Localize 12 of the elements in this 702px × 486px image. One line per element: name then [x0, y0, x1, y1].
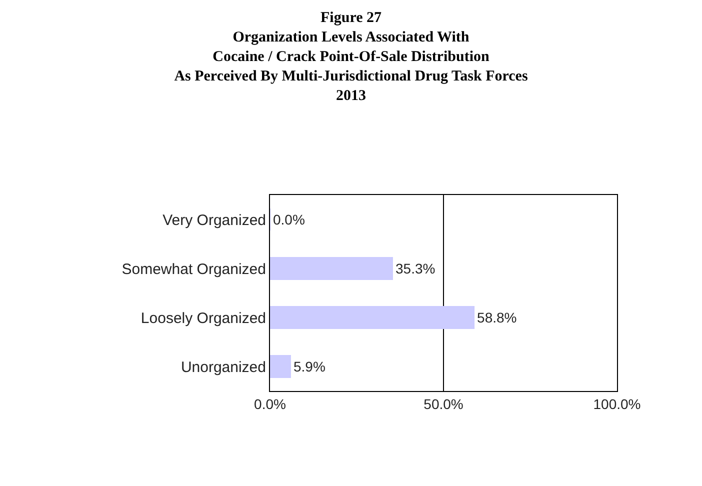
x-tick-label: 100.0%	[593, 396, 641, 412]
data-label: 5.9%	[293, 358, 326, 375]
data-label: 58.8%	[477, 310, 517, 326]
y-tick-label: Loosely Organized	[140, 310, 266, 327]
x-tick-label: 0.0%	[254, 396, 286, 412]
x-tick-label: 50.0%	[424, 396, 464, 412]
y-tick-label: Unorganized	[180, 358, 266, 376]
chart-title: Figure 27 Organization Levels Associated With Cocaine / Crack Point-Of-Sale Distribution As Perceived By Multi-Jurisdictional Drug Task Forces 2013	[174, 10, 528, 104]
data-label: 0.0%	[273, 212, 305, 228]
y-tick-label: Very Organized	[162, 212, 266, 229]
y-tick-label: Somewhat Organized	[122, 260, 266, 278]
data-label: 35.3%	[395, 260, 436, 277]
